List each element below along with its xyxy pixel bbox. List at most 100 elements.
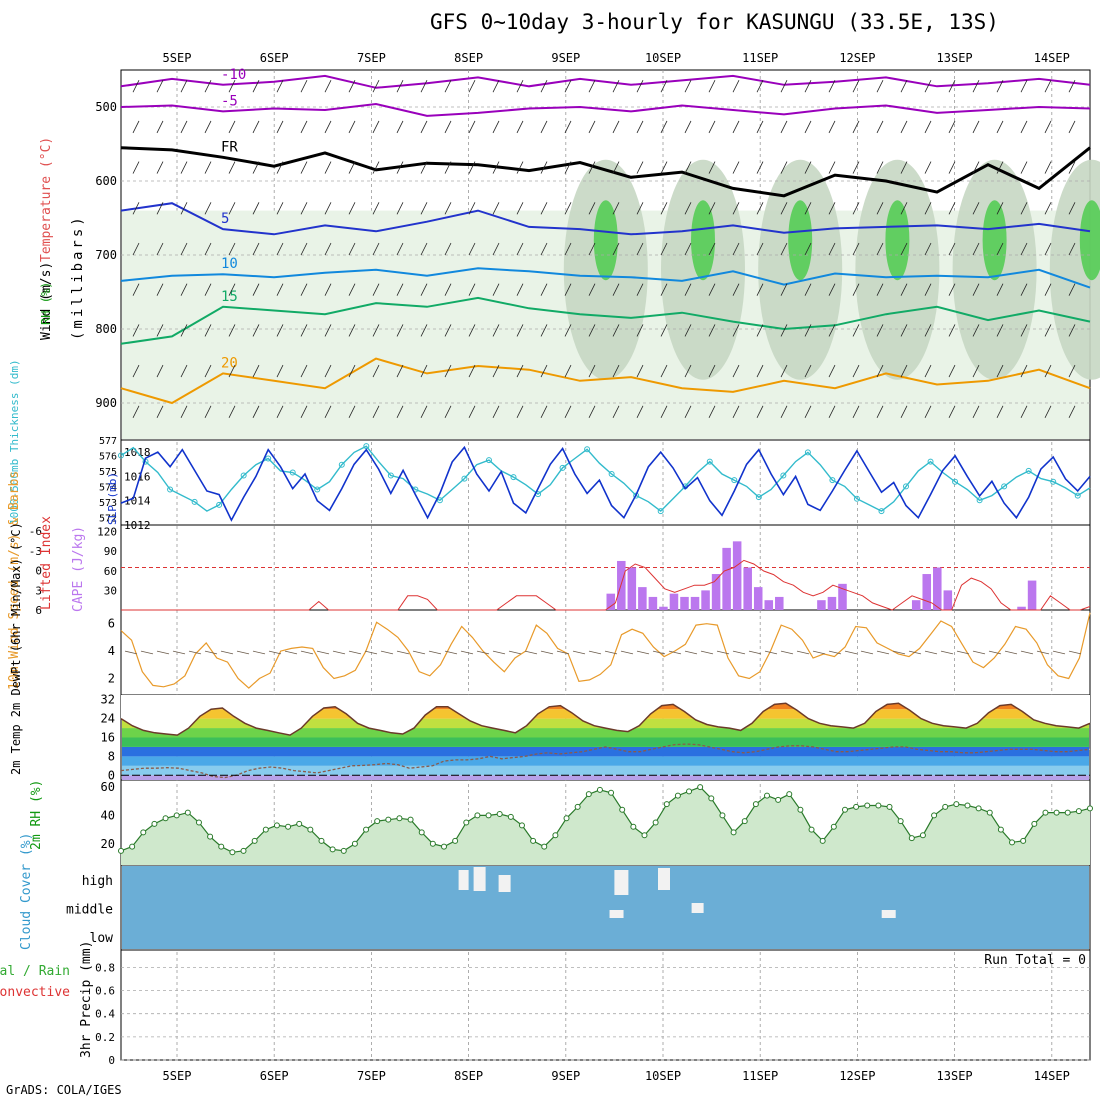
upper-wind-barb [276,120,284,134]
wind-barb [748,650,762,655]
rh-point [285,823,292,830]
wind-barb [972,650,986,655]
cape-bar [827,596,837,610]
upper-wind-barb [588,120,596,134]
rh-point [953,801,960,808]
upper-wind-barb [564,161,572,174]
upper-wind-barb [324,242,332,256]
upper-wind-barb [180,405,188,418]
upper-wind-barb [468,80,476,93]
upper-wind-barb [612,283,620,296]
upper-wind-barb [924,202,932,215]
upper-wind-barb [828,242,836,256]
thickness-point [265,455,272,462]
slp-tick-label: 1014 [124,495,151,508]
upper-wind-barb [948,161,956,174]
cape-bar [743,567,752,610]
thickness-point [1050,478,1057,485]
wind-barb [364,650,378,655]
upper-wind-barb [948,405,956,418]
wind-barb [508,650,522,655]
rh-tick-label: 60 [101,780,115,794]
upper-wind-barb [516,283,524,296]
bottom-date-label: 13SEP [937,1069,973,1083]
rh-point [663,801,670,808]
upper-wind-barb [1020,161,1028,174]
rh-shade-90 [1079,200,1100,281]
rh-point [318,837,325,844]
upper-wind-barb [876,120,884,134]
upper-wind-barb [348,242,356,256]
wind-barb [860,650,874,655]
rh-area [121,787,1090,865]
upper-wind-barb [372,161,380,174]
upper-wind-barb [204,242,212,256]
temp-color-band [122,728,1089,738]
upper-wind-barb [972,242,980,256]
top-date-label: 13SEP [937,51,973,65]
upper-wind-barb [756,283,764,296]
upper-wind-barb [804,120,812,134]
upper-wind-barb [1020,324,1028,337]
wind-barb [380,650,394,655]
wind-barb [700,650,714,655]
wind-barb [668,650,682,655]
upper-wind-barb [132,324,140,337]
wind-barb [476,650,490,655]
lifted-index-line [121,559,1091,611]
upper-wind-barb [516,242,524,256]
upper-wind-barb [780,80,788,93]
rh-point [496,811,503,817]
cape-tick-label: 120 [97,526,117,539]
thickness-tick-label: 572 [99,513,117,524]
rh-point [730,829,737,836]
upper-wind-barb [948,120,956,134]
upper-wind-barb [636,202,644,215]
rh-point [307,826,314,833]
upper-wind-barb [372,202,380,215]
upper-wind-barb [660,324,668,337]
upper-wind-barb [996,324,1004,337]
upper-wind-barb [588,283,596,296]
upper-wind-barb [204,120,212,134]
wind-barb [828,650,842,655]
upper-wind-barb [180,283,188,296]
cape-bar [669,593,679,610]
upper-wind-barb [780,202,788,215]
upper-wind-barb [300,283,308,296]
upper-wind-barb [876,364,884,378]
ylabel-thickness: 1000-500mb Thickness (dm) [8,359,21,525]
upper-wind-barb [588,405,596,418]
upper-wind-barb [828,283,836,296]
upper-wind-barb [972,364,980,378]
upper-wind-barb [228,405,236,418]
rh-point [118,847,124,854]
li-tick-label: 6 [35,604,42,617]
upper-wind-barb [924,242,932,256]
upper-wind-barb [252,242,260,256]
upper-wind-barb [1068,364,1076,378]
upper-wind-barb [948,242,956,256]
upper-wind-barb [900,80,908,93]
rh-point [808,826,815,833]
rh-point [240,847,247,854]
upper-wind-barb [156,283,164,296]
rh-point [1020,837,1027,844]
thickness-point [191,498,198,505]
upper-wind-barb [1044,80,1052,93]
wind-barb [412,650,426,655]
wind-barb [540,650,554,655]
upper-wind-barb [348,161,356,174]
thickness-point [731,477,738,484]
thickness-point [903,483,910,490]
upper-wind-barb [804,324,812,337]
upper-wind-barb [900,242,908,256]
upper-wind-barb [204,405,212,418]
upper-wind-barb [828,324,836,337]
upper-wind-barb [636,364,644,378]
rh-point [975,805,982,812]
cloud-bar [658,868,670,890]
upper-wind-barb [588,324,596,337]
upper-wind-barb [732,120,740,134]
rh-point [819,837,826,844]
